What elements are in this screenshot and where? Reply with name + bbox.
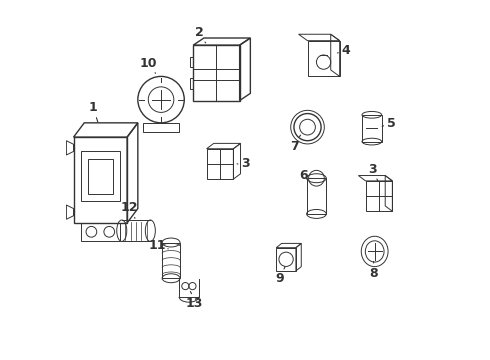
Text: 5: 5 <box>387 117 396 130</box>
Text: 1: 1 <box>89 101 98 114</box>
Text: 2: 2 <box>195 26 204 39</box>
Text: 7: 7 <box>290 140 299 153</box>
Text: 12: 12 <box>120 201 138 214</box>
Text: 10: 10 <box>139 57 157 70</box>
Text: 8: 8 <box>369 267 378 280</box>
Text: 3: 3 <box>242 157 250 170</box>
Text: 3: 3 <box>368 163 377 176</box>
Text: 4: 4 <box>342 44 350 57</box>
Text: 6: 6 <box>299 169 308 182</box>
Text: 9: 9 <box>275 272 284 285</box>
Text: 11: 11 <box>148 239 166 252</box>
Text: 13: 13 <box>186 297 203 310</box>
